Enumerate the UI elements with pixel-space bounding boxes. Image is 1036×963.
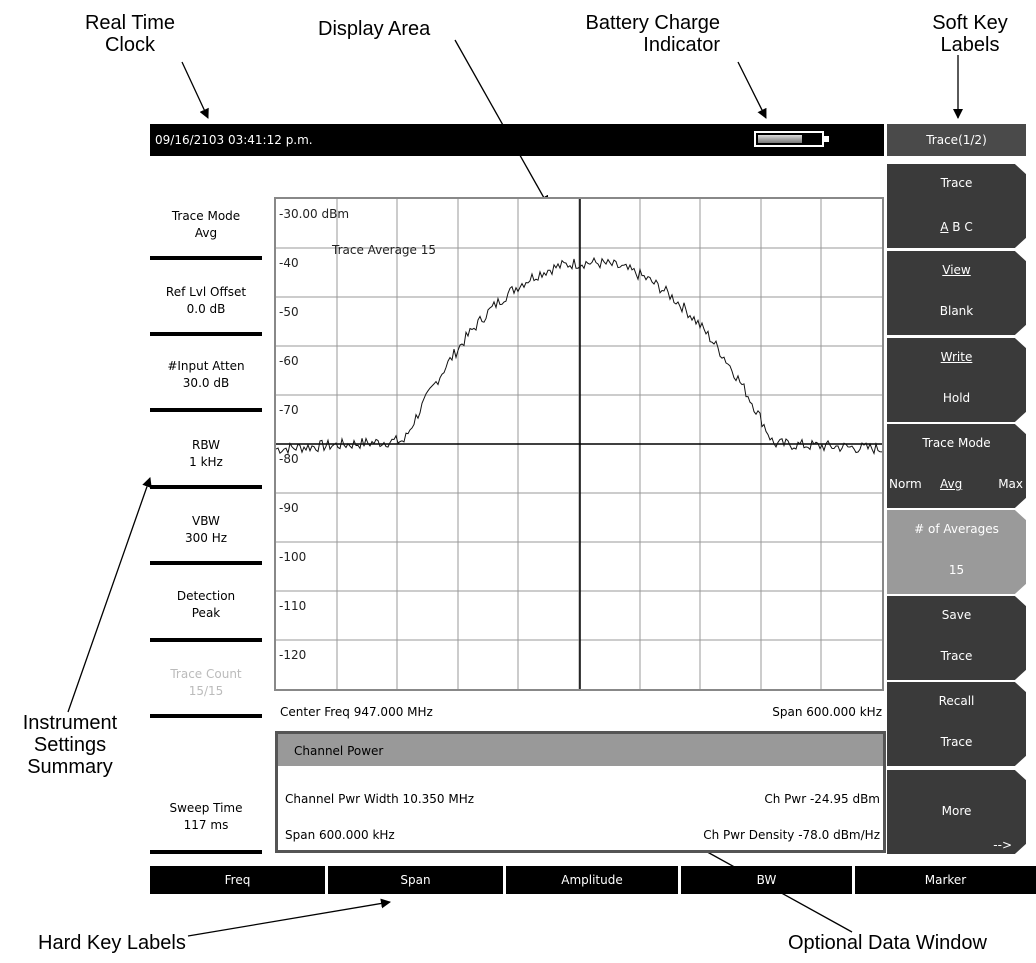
divider xyxy=(150,714,262,718)
hardkey-span[interactable]: Span xyxy=(328,866,503,894)
y-label: -40 xyxy=(279,256,299,270)
callout-display-area: Display Area xyxy=(318,18,431,40)
data-window-header: Channel Power xyxy=(278,734,883,766)
divider xyxy=(150,332,262,336)
divider xyxy=(150,638,262,642)
softkey-num-averages[interactable]: # of Averages 15 xyxy=(887,510,1026,594)
center-freq: Center Freq 947.000 MHz xyxy=(280,705,433,719)
span-label: Span 600.000 kHz xyxy=(772,705,882,719)
softkey-write[interactable]: Write Hold xyxy=(887,338,1026,422)
setting-trace-count: Trace Count 15/15 xyxy=(170,667,242,698)
arrow-display xyxy=(454,39,549,206)
divider xyxy=(150,256,262,260)
softkey-more[interactable]: More --> xyxy=(887,770,1026,854)
setting-detection: Detection Peak xyxy=(176,589,236,620)
softkey-menu-title: Trace(1/2) xyxy=(887,124,1026,156)
arrow-right-icon: --> xyxy=(993,838,1012,852)
data-window: Channel Power Channel Pwr Width 10.350 M… xyxy=(275,731,886,853)
battery-icon xyxy=(754,131,829,147)
softkey-trace[interactable]: Trace A B C xyxy=(887,164,1026,248)
divider xyxy=(150,408,262,412)
setting-ref-lvl-offset: Ref Lvl Offset 0.0 dB xyxy=(165,285,247,316)
arrow-settings xyxy=(67,477,152,713)
arrow-hardkey xyxy=(187,898,391,937)
spectrum-plot xyxy=(276,199,882,689)
hardkey-freq[interactable]: Freq xyxy=(150,866,325,894)
softkey-recall-trace[interactable]: Recall Trace xyxy=(887,682,1026,766)
divider xyxy=(150,850,262,854)
y-label: -100 xyxy=(279,550,307,564)
real-time-clock: 09/16/2103 03:41:12 p.m. xyxy=(155,133,313,147)
y-label: -80 xyxy=(279,452,299,466)
y-label: -110 xyxy=(279,599,307,613)
hardkey-bw[interactable]: BW xyxy=(681,866,852,894)
setting-vbw: VBW 300 Hz xyxy=(184,514,228,545)
hardkey-amplitude[interactable]: Amplitude xyxy=(506,866,678,894)
y-label: -50 xyxy=(279,305,299,319)
callout-optional-data: Optional Data Window xyxy=(788,932,987,954)
setting-input-atten: #Input Atten 30.0 dB xyxy=(167,359,245,390)
display-area: -30.00 dBm -40 -50 -60 -70 -80 -90 -100 … xyxy=(274,197,884,691)
ch-pwr: Ch Pwr -24.95 dBm xyxy=(764,792,880,806)
arrow-battery xyxy=(737,61,767,119)
divider xyxy=(150,485,262,489)
y-label: -90 xyxy=(279,501,299,515)
softkey-save-trace[interactable]: Save Trace xyxy=(887,596,1026,680)
setting-sweep-time: Sweep Time 117 ms xyxy=(169,801,243,832)
y-label: -70 xyxy=(279,403,299,417)
setting-trace-mode: Trace Mode Avg xyxy=(171,209,241,240)
spectrum-trace xyxy=(276,256,882,455)
ch-pwr-density: Ch Pwr Density -78.0 dBm/Hz xyxy=(703,828,880,842)
setting-rbw: RBW 1 kHz xyxy=(189,438,223,469)
trace-average-label: Trace Average 15 xyxy=(332,243,437,257)
callout-real-time-clock: Real Time Clock xyxy=(84,12,176,56)
channel-pwr-width: Channel Pwr Width 10.350 MHz xyxy=(285,792,475,806)
y-label: -30.00 dBm xyxy=(279,207,350,221)
divider xyxy=(150,561,262,565)
callout-hard-key: Hard Key Labels xyxy=(38,932,186,954)
data-window-title: Channel Power xyxy=(294,744,384,758)
y-label: -120 xyxy=(279,648,307,662)
softkey-view[interactable]: View Blank xyxy=(887,251,1026,335)
callout-soft-key: Soft Key Labels xyxy=(932,12,1008,56)
hardkey-marker[interactable]: Marker xyxy=(855,866,1036,894)
status-bar: 09/16/2103 03:41:12 p.m. xyxy=(150,124,884,156)
y-label: -60 xyxy=(279,354,299,368)
softkey-trace-mode[interactable]: Trace Mode Norm Avg Max xyxy=(887,424,1026,508)
callout-instrument-settings: Instrument Settings Summary xyxy=(22,712,118,778)
hard-key-bar: Freq Span Amplitude BW Marker xyxy=(150,866,1036,894)
callout-battery: Battery Charge Indicator xyxy=(585,12,720,56)
arrow-clock xyxy=(181,61,209,119)
data-window-span: Span 600.000 kHz xyxy=(285,828,395,842)
